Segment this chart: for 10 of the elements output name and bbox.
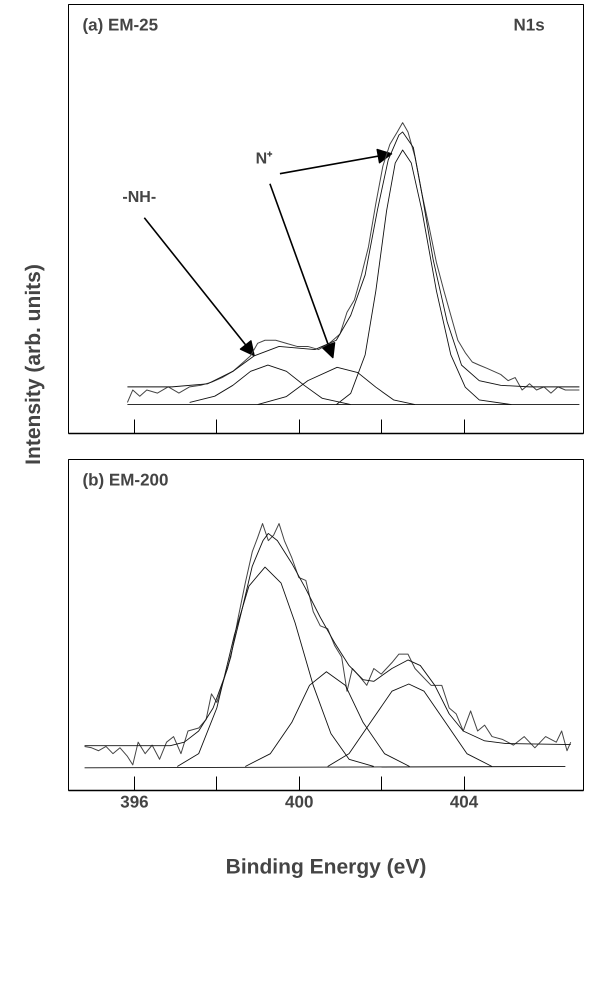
y-axis-title: Intensity (arb. units) [22, 264, 45, 465]
text: (a) EM-25 [82, 16, 158, 34]
x-axis-title: Binding Energy (eV) [226, 856, 426, 878]
annotation: -NH- [122, 188, 156, 206]
text: N1s [514, 16, 545, 34]
x-tick-label: 404 [450, 792, 479, 812]
x-tick-label: 396 [120, 792, 149, 812]
text: (b) EM-200 [82, 470, 168, 490]
x-tick-label: 400 [285, 792, 314, 812]
annotation: N⁺ [256, 150, 274, 168]
